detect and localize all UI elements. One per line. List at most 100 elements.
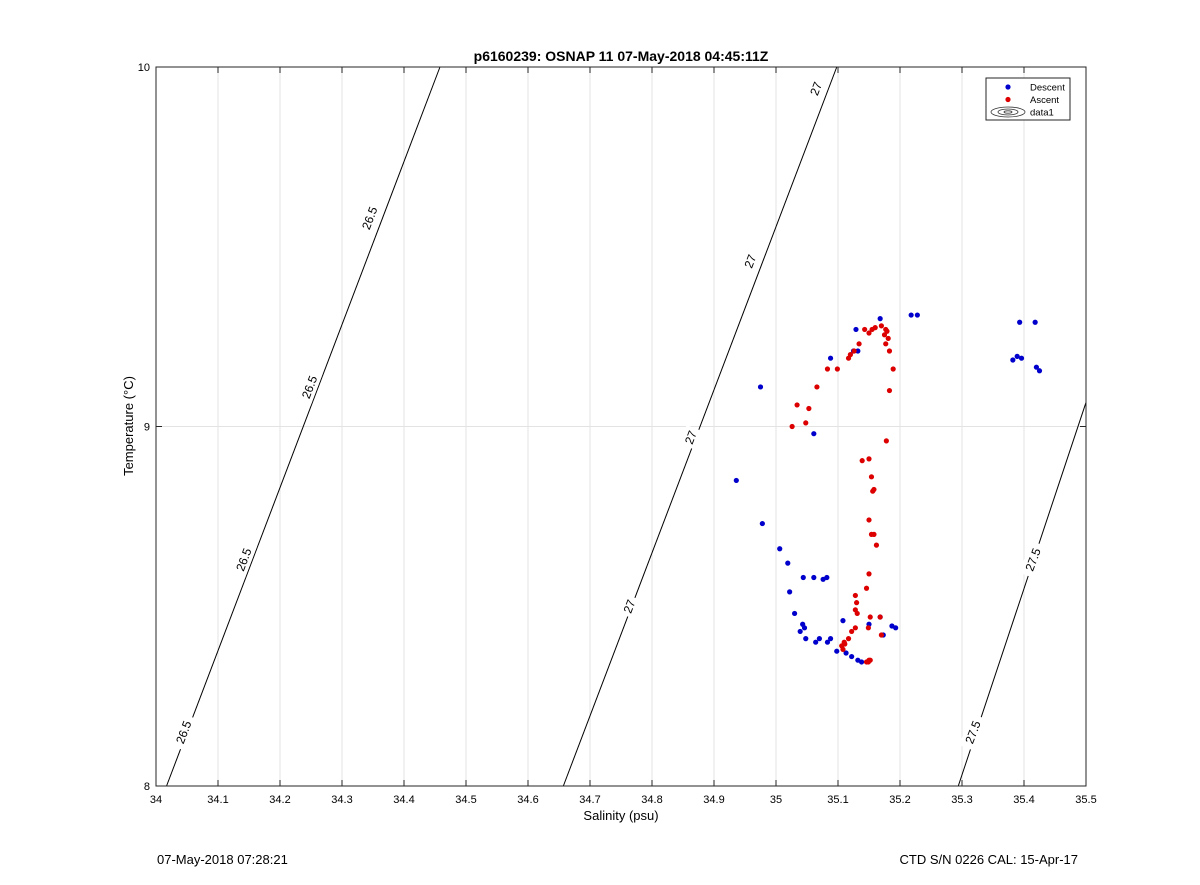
descent-point	[908, 312, 914, 318]
descent-point	[849, 653, 855, 660]
descent-point	[1036, 368, 1043, 374]
ascent-point	[878, 632, 885, 638]
contour-label-group: 27	[738, 248, 761, 274]
descent-point	[858, 659, 865, 665]
contour-label-group: 26.5	[169, 713, 197, 751]
contour-label: 27	[621, 597, 639, 615]
timestamp-footer: 07-May-2018 07:28:21	[157, 852, 288, 867]
contour-label: 27	[807, 80, 825, 98]
y-tick-label: 8	[144, 781, 150, 793]
descent-point	[811, 431, 817, 437]
descent-point	[792, 610, 798, 617]
descent-point	[1014, 353, 1020, 359]
contour-label-group: 26.5	[355, 199, 383, 237]
contour-label-background	[618, 594, 641, 619]
legend-contour-icon	[990, 106, 1026, 118]
ascent-point	[884, 328, 890, 334]
descent-point	[877, 316, 883, 322]
instrument-footer: CTD S/N 0226 CAL: 15-Apr-17	[899, 852, 1078, 867]
descent-point	[1033, 364, 1039, 370]
descent-point	[893, 625, 899, 631]
x-tick-label: 34.7	[579, 794, 600, 806]
contour-label-group: 26.5	[229, 540, 257, 579]
descent-point	[1032, 319, 1038, 325]
descent-point	[803, 636, 809, 642]
ascent-point	[883, 438, 889, 444]
ascent-point	[863, 585, 870, 591]
grid	[155, 66, 1087, 787]
contour-label-background	[679, 425, 702, 450]
ascent-point	[890, 366, 896, 372]
ascent-point	[789, 423, 795, 430]
ascent-point	[885, 335, 891, 342]
x-tick-label: 35.4	[1013, 794, 1034, 806]
ascent-point	[865, 659, 871, 665]
descent-point	[759, 520, 765, 527]
ascent-point	[873, 542, 880, 548]
legend-contour-ring	[990, 106, 1026, 118]
contour-label-group: 27	[679, 425, 702, 450]
ascent-point	[834, 366, 840, 372]
ascent-point	[862, 326, 868, 333]
x-tick-label: 34.9	[703, 794, 724, 806]
descent-point	[1010, 357, 1016, 363]
ascent-point	[856, 341, 862, 347]
ascent-point	[814, 384, 820, 390]
x-axis-label: Salinity (psu)	[583, 808, 658, 823]
x-tick-label: 34.3	[331, 794, 352, 806]
ascent-point	[803, 420, 809, 426]
density-contours: 26.5 26.5 26.5 26.5 27 27 27 27 27.5 27.5	[166, 66, 1087, 787]
descent-point	[777, 546, 783, 552]
ascent-point	[867, 614, 873, 620]
descent-point	[843, 650, 849, 656]
legend-label-data1: data1	[1030, 108, 1054, 119]
x-tick-label: 35	[770, 794, 782, 806]
ascent-point	[849, 628, 855, 635]
ascent-point	[868, 474, 875, 480]
descent-point	[816, 636, 823, 642]
descent-point	[834, 648, 840, 654]
x-tick-label: 34.4	[393, 794, 414, 806]
y-tick-label: 10	[138, 62, 150, 74]
chart-title: p6160239: OSNAP 11 07-May-2018 04:45:11Z	[474, 48, 769, 64]
x-tick-label: 35.5	[1075, 794, 1096, 806]
ascent-point	[866, 571, 872, 577]
descent-point	[827, 355, 834, 361]
ascent-point	[866, 517, 872, 523]
ascent-point	[872, 325, 878, 331]
descent-point	[824, 639, 831, 645]
descent-point	[785, 560, 791, 566]
ascent-point	[840, 646, 846, 652]
x-tick-label: 35.1	[827, 794, 848, 806]
contour-label-background	[229, 540, 257, 579]
density-contour-line	[166, 66, 441, 787]
descent-point	[853, 326, 859, 333]
contour-label: 27	[742, 252, 760, 270]
contour-label: 27	[682, 428, 700, 446]
ascent-point	[878, 323, 885, 329]
ascent-point	[852, 592, 858, 599]
legend-marker-descent	[1005, 84, 1011, 90]
ascent-point	[877, 614, 883, 620]
ascent-point	[866, 456, 872, 462]
contour-label-background	[738, 248, 761, 274]
contour-label-background	[1019, 540, 1047, 579]
ascent-point	[852, 625, 858, 631]
data-points	[733, 312, 1043, 665]
contour-label-group: 27	[618, 594, 641, 619]
ascent-point	[806, 405, 812, 412]
contour-label-background	[295, 368, 323, 406]
ascent-point	[854, 600, 860, 606]
ascent-point	[859, 458, 865, 464]
ascent-point	[883, 341, 889, 347]
legend-label-ascent: Ascent	[1030, 95, 1059, 106]
descent-point	[855, 348, 861, 354]
legend-contour-ring	[997, 108, 1019, 116]
descent-point	[914, 312, 920, 318]
x-tick-label: 35.2	[889, 794, 910, 806]
descent-point	[733, 477, 739, 484]
ascent-point	[866, 330, 872, 336]
legend-contour-ring	[1003, 110, 1013, 114]
descent-point	[787, 589, 793, 595]
